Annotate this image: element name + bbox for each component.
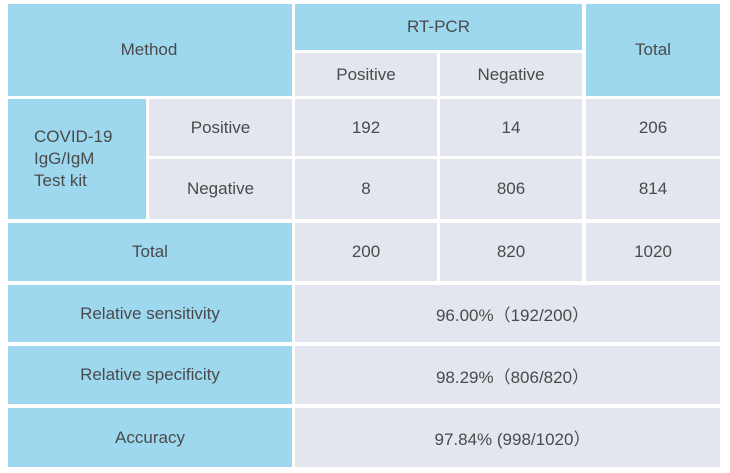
row-negative-total: 814 — [586, 159, 720, 219]
relative-specificity-label: Relative specificity — [8, 346, 292, 404]
row-positive-rtpcr-positive: 192 — [295, 99, 437, 156]
row-negative-label: Negative — [149, 159, 292, 219]
test-kit-line-3: Test kit — [34, 171, 87, 190]
rtpcr-negative-header: Negative — [440, 53, 582, 96]
rtpcr-positive-header: Positive — [295, 53, 437, 96]
test-kit-label: COVID-19 IgG/IgM Test kit — [8, 99, 146, 219]
method-header: Method — [8, 4, 292, 96]
relative-sensitivity-value: 96.00%（192/200） — [295, 285, 720, 342]
rtpcr-header: RT-PCR — [295, 4, 582, 50]
test-kit-line-1: COVID-19 — [34, 127, 113, 146]
accuracy-label: Accuracy — [8, 408, 292, 467]
total-row-rtpcr-negative: 820 — [440, 223, 582, 281]
relative-specificity-value: 98.29%（806/820） — [295, 346, 720, 404]
test-kit-line-2: IgG/IgM — [34, 149, 95, 168]
row-positive-rtpcr-negative: 14 — [440, 99, 582, 156]
row-positive-label: Positive — [149, 99, 292, 156]
total-header: Total — [586, 4, 720, 96]
relative-sensitivity-label: Relative sensitivity — [8, 285, 292, 342]
total-row-total: 1020 — [586, 223, 720, 281]
total-row-label: Total — [8, 223, 292, 281]
row-negative-rtpcr-negative: 806 — [440, 159, 582, 219]
row-positive-total: 206 — [586, 99, 720, 156]
accuracy-value: 97.84% (998/1020） — [295, 408, 720, 467]
row-negative-rtpcr-positive: 8 — [295, 159, 437, 219]
total-row-rtpcr-positive: 200 — [295, 223, 437, 281]
